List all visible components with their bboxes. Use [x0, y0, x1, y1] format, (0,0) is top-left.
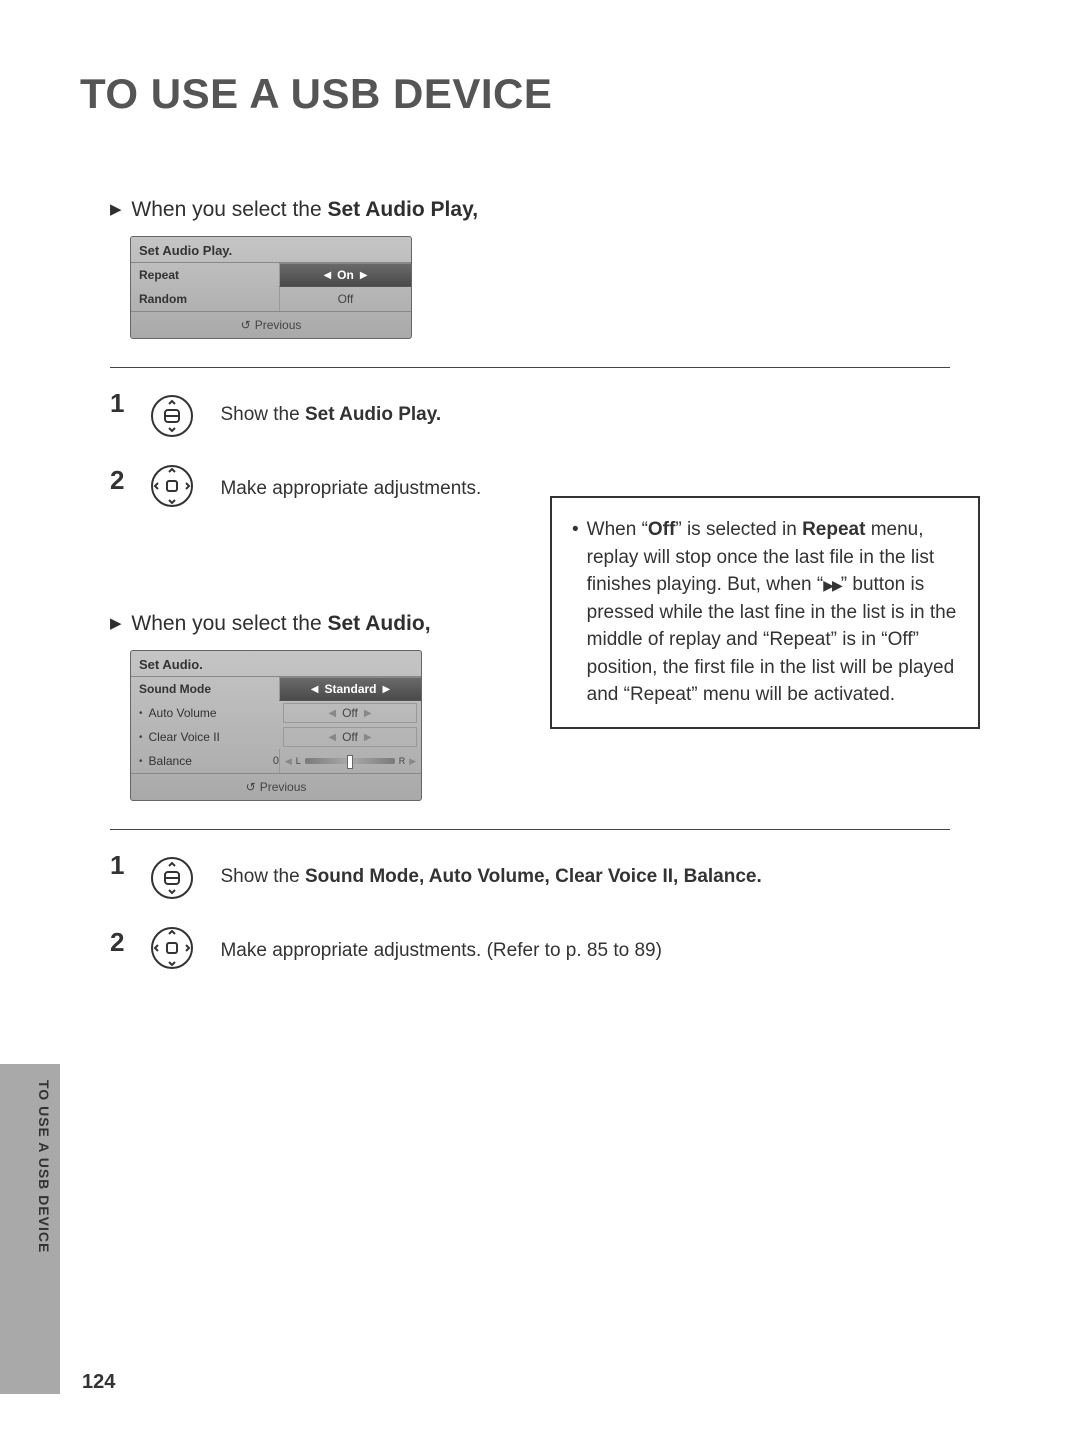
section1-heading: When you select the Set Audio Play,: [110, 198, 1000, 222]
step1-bold: Set Audio Play.: [305, 404, 441, 425]
balance-track[interactable]: [305, 758, 395, 764]
menu-row-clearvoice: •Clear Voice II ◀ Off ▶: [131, 725, 421, 749]
step-num-2: 2: [110, 465, 124, 496]
menu2-footer-text: Previous: [260, 780, 307, 794]
balance-left-label: L: [296, 756, 301, 766]
balance-right-label: R: [399, 756, 406, 766]
menu-value-repeat-text: On: [337, 268, 354, 282]
right-arrow-icon[interactable]: ▶: [364, 708, 372, 719]
menu-row-soundmode: Sound Mode ◀ Standard ▶: [131, 677, 421, 701]
menu-footer-text: Previous: [255, 318, 302, 332]
step-numbers: 1 2: [110, 850, 124, 958]
menu-value-clearvoice-text: Off: [342, 730, 358, 744]
step-texts: Show the Sound Mode, Auto Volume, Clear …: [220, 866, 761, 962]
dpad-updown-icon: [150, 394, 194, 438]
menu-value-repeat[interactable]: ◀ On ▶: [279, 263, 411, 287]
balance-number: 0: [261, 749, 279, 773]
step1-text: Show the Sound Mode, Auto Volume, Clear …: [220, 866, 761, 888]
menu-value-clearvoice[interactable]: ◀ Off ▶: [283, 727, 417, 747]
dpad-updown-icon: [150, 856, 194, 900]
menu-label-autovolume: •Auto Volume: [131, 701, 279, 725]
right-arrow-icon[interactable]: ▶: [364, 732, 372, 743]
section1-steps: 1 2 Show the Set Audio Play. Make approp…: [110, 388, 1000, 508]
menu2-footer[interactable]: ↺ Previous: [131, 773, 421, 800]
set-audio-play-menu: Set Audio Play. Repeat ◀ On ▶ Random Off…: [130, 236, 412, 339]
section2-heading-prefix: When you select the: [131, 612, 327, 635]
menu-label-random: Random: [131, 287, 279, 311]
menu2-title: Set Audio.: [131, 651, 421, 677]
menu-label-soundmode: Sound Mode: [131, 677, 279, 701]
dpad-ok-icon: [150, 926, 194, 970]
left-arrow-icon[interactable]: ◀: [311, 684, 319, 695]
back-icon: ↺: [246, 780, 256, 794]
step-icons: [150, 394, 194, 508]
left-arrow-icon[interactable]: ◀: [328, 708, 336, 719]
menu-title: Set Audio Play.: [131, 237, 411, 263]
balance-knob[interactable]: [347, 755, 353, 769]
menu-row-balance: •Balance 0 ◀ L R ▶: [131, 749, 421, 773]
menu-value-autovolume-text: Off: [342, 706, 358, 720]
section1-heading-prefix: When you select the: [131, 198, 327, 221]
divider: [110, 829, 950, 830]
fastforward-icon: ▶▶: [823, 577, 841, 593]
left-arrow-icon[interactable]: ◀: [323, 270, 331, 281]
section2-heading-bold: Set Audio,: [328, 612, 431, 635]
step1-bold: Sound Mode, Auto Volume, Clear Voice II,…: [305, 866, 762, 887]
menu-row-autovolume: •Auto Volume ◀ Off ▶: [131, 701, 421, 725]
step-num-1: 1: [110, 850, 124, 881]
menu-value-random-text: Off: [338, 292, 354, 306]
page-number: 124: [82, 1371, 115, 1394]
section2-steps: 1 2 Show the Sound Mode, Auto Volume, Cl…: [110, 850, 1000, 970]
menu-label-repeat: Repeat: [131, 263, 279, 287]
step-icons: [150, 856, 194, 970]
page: TO USE A USB DEVICE When you select the …: [0, 0, 1080, 1440]
dpad-ok-icon: [150, 464, 194, 508]
right-arrow-icon[interactable]: ▶: [409, 756, 416, 767]
left-arrow-icon[interactable]: ◀: [285, 756, 292, 767]
menu-value-random[interactable]: Off: [279, 287, 411, 311]
menu-row-repeat: Repeat ◀ On ▶: [131, 263, 411, 287]
step-num-1: 1: [110, 388, 124, 419]
section1-heading-bold: Set Audio Play,: [328, 198, 479, 221]
right-arrow-icon[interactable]: ▶: [360, 270, 368, 281]
balance-slider[interactable]: ◀ L R ▶: [279, 749, 421, 773]
menu-footer[interactable]: ↺ Previous: [131, 311, 411, 338]
menu-value-soundmode-text: Standard: [324, 682, 376, 696]
set-audio-menu: Set Audio. Sound Mode ◀ Standard ▶ •Auto…: [130, 650, 422, 801]
menu-label-clearvoice: •Clear Voice II: [131, 725, 279, 749]
menu-value-autovolume[interactable]: ◀ Off ▶: [283, 703, 417, 723]
step1-text: Show the Set Audio Play.: [220, 404, 481, 426]
back-icon: ↺: [241, 318, 251, 332]
step-num-2: 2: [110, 927, 124, 958]
section2-heading: When you select the Set Audio,: [110, 612, 1000, 636]
step2-text: Make appropriate adjustments. (Refer to …: [220, 940, 761, 962]
menu-label-balance: •Balance: [131, 749, 261, 773]
menu-row-random: Random Off: [131, 287, 411, 311]
menu-value-soundmode[interactable]: ◀ Standard ▶: [279, 677, 421, 701]
right-arrow-icon[interactable]: ▶: [383, 684, 391, 695]
step-numbers: 1 2: [110, 388, 124, 496]
divider: [110, 367, 950, 368]
step-texts: Show the Set Audio Play. Make appropriat…: [220, 404, 481, 500]
side-tab-label: TO USE A USB DEVICE: [36, 1080, 52, 1253]
step1-prefix: Show the: [220, 404, 305, 425]
step1-prefix: Show the: [220, 866, 305, 887]
page-title: TO USE A USB DEVICE: [80, 70, 1000, 118]
step2-text: Make appropriate adjustments.: [220, 478, 481, 500]
left-arrow-icon[interactable]: ◀: [328, 732, 336, 743]
